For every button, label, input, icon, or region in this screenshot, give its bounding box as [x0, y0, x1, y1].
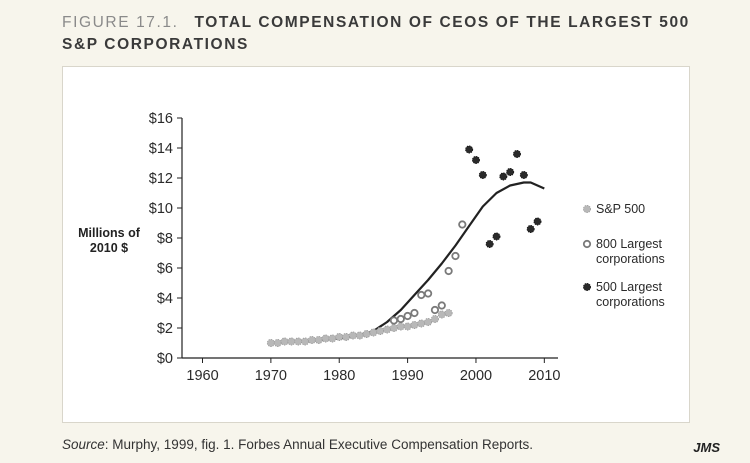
largest800-point	[424, 289, 433, 298]
y-tick-label: $12	[149, 171, 173, 187]
largest800-point	[451, 251, 460, 261]
y-tick-label: $16	[149, 111, 173, 127]
sp500-point	[376, 326, 385, 335]
sp500-point	[410, 320, 419, 329]
legend-marker-largest800	[582, 239, 592, 249]
legend-label-sp500: S&P 500	[596, 202, 645, 216]
sp500-point	[355, 331, 364, 340]
sp500-point	[280, 337, 289, 346]
legend-label-largest800: corporations	[596, 252, 665, 266]
y-tick-label: $14	[149, 141, 173, 157]
figure-header: FIGURE 17.1. TOTAL COMPENSATION OF CEOS …	[62, 12, 722, 56]
sp500-point	[430, 314, 439, 323]
sp500-point	[444, 308, 453, 317]
sp500-point	[348, 331, 357, 340]
largest800-point	[444, 266, 453, 276]
largest500-point	[533, 217, 542, 226]
x-tick-label: 2010	[528, 368, 560, 384]
sp500-point	[396, 322, 405, 331]
largest500-point	[499, 172, 508, 181]
sp500-point	[389, 323, 398, 332]
sp500-point	[287, 337, 296, 346]
compensation-chart: $0 $2 $4 $6 $8 $10 $12 $14 $16 1960 1970 1980 1990 20…	[78, 111, 665, 384]
source-note: Source: Murphy, 1999, fig. 1. Forbes Ann…	[62, 437, 533, 452]
y-tick-label: $4	[157, 291, 173, 307]
sp500-point	[362, 329, 371, 338]
x-tick-label: 1970	[255, 368, 287, 384]
x-tick-label: 2000	[460, 368, 492, 384]
sp500-point	[294, 337, 303, 346]
largest800-point	[417, 290, 426, 300]
figure-number: FIGURE 17.1.	[62, 14, 179, 31]
largest800-point	[403, 311, 412, 321]
sp500-point	[342, 332, 351, 341]
sp500-point	[369, 328, 378, 337]
largest800-point	[410, 308, 419, 318]
sp500-point	[417, 319, 426, 328]
largest500-point	[526, 224, 535, 233]
legend-marker-largest500	[583, 282, 592, 291]
largest500-point	[512, 150, 521, 159]
sp500-point	[273, 338, 282, 347]
figure-title: TOTAL COMPENSATION OF CEOS OF THE LARGES…	[62, 14, 690, 53]
y-tick-label: $10	[149, 201, 173, 217]
y-tick-label: $0	[157, 351, 173, 367]
sp500-point	[266, 338, 275, 347]
source-text: : Murphy, 1999, fig. 1. Forbes Annual Ex…	[104, 437, 534, 452]
largest500-point	[492, 232, 501, 241]
y-axis-label: 2010 $	[90, 241, 128, 255]
y-tick-label: $2	[157, 321, 173, 337]
largest800-point	[389, 316, 399, 325]
chart-frame: $0 $2 $4 $6 $8 $10 $12 $14 $16 1960 1970 1980 1990 20…	[62, 66, 690, 423]
y-axis-label: Millions of	[78, 226, 141, 240]
largest800-point	[437, 301, 446, 310]
sp500-point	[335, 332, 344, 341]
legend-label-largest800: 800 Largest	[596, 237, 663, 251]
largest500-point	[506, 168, 515, 177]
sp500-point	[328, 334, 337, 343]
x-tick-label: 1960	[186, 368, 218, 384]
largest800-point	[396, 314, 405, 324]
y-tick-label: $6	[157, 261, 173, 277]
largest800-point	[430, 305, 440, 315]
legend-label-largest500: corporations	[596, 295, 665, 309]
x-tick-label: 1980	[323, 368, 355, 384]
sp500-point	[307, 335, 316, 344]
largest500-point	[485, 239, 494, 248]
legend-marker-sp500	[583, 204, 592, 213]
largest500-point	[519, 171, 528, 180]
source-label: Source	[62, 437, 105, 452]
largest500-point	[465, 145, 474, 154]
largest500-point	[478, 171, 487, 180]
largest800-point	[458, 220, 467, 229]
signature: JMS	[693, 440, 720, 455]
sp500-point	[424, 317, 433, 326]
largest500-point	[471, 156, 480, 165]
legend-label-largest500: 500 Largest	[596, 280, 663, 294]
sp500-point	[403, 322, 412, 331]
x-tick-label: 1990	[391, 368, 423, 384]
sp500-point	[301, 337, 310, 346]
sp500-point	[314, 335, 323, 344]
sp500-point	[321, 334, 330, 343]
sp500-point	[383, 325, 392, 334]
y-tick-label: $8	[157, 231, 173, 247]
sp500-point	[437, 310, 446, 319]
